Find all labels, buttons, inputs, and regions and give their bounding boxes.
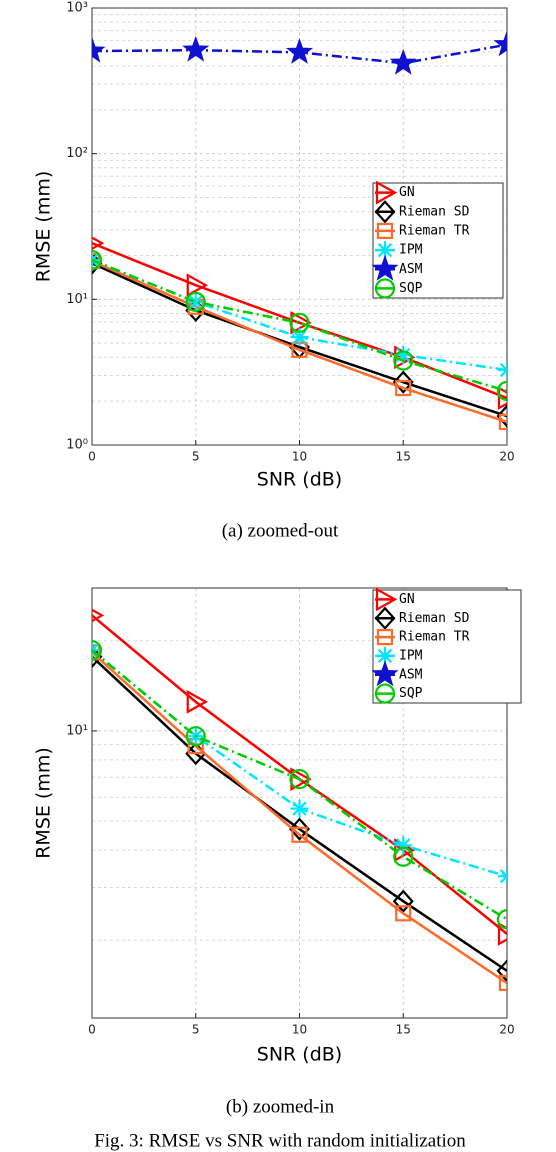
figure-caption: Fig. 3: RMSE vs SNR with random initiali… [94, 1130, 466, 1151]
legend-label: Rieman SD [399, 611, 470, 626]
legend-marker [376, 646, 394, 665]
y-tick-label: 10³ [66, 1, 88, 16]
data-point [498, 974, 507, 992]
legend-label: Rieman TR [399, 630, 470, 645]
legend-label: IPM [399, 243, 423, 258]
x-tick-label: 0 [88, 1023, 96, 1037]
data-point [92, 644, 101, 661]
legend-label: GN [399, 592, 415, 607]
legend-marker [375, 587, 398, 612]
data-point [389, 48, 417, 75]
chart-caption: (a) zoomed-out [222, 520, 339, 541]
data-point [186, 292, 205, 311]
x-tick-label: 10 [292, 450, 307, 464]
data-point [496, 380, 507, 402]
plot-content [92, 30, 507, 431]
legend-label: IPM [399, 648, 423, 663]
series-line [92, 651, 507, 985]
x-tick-label: 0 [88, 450, 96, 464]
legend-marker [376, 222, 394, 240]
data-point [393, 846, 414, 867]
x-axis-label: SNR (dB) [257, 469, 342, 491]
series-line [92, 655, 507, 972]
data-point [394, 345, 413, 364]
series-line [92, 259, 507, 424]
legend-label: GN [399, 185, 415, 200]
data-point [290, 328, 309, 347]
x-tick-label: 5 [192, 1023, 200, 1037]
y-axis-label: RMSE (mm) [33, 171, 55, 283]
data-point [497, 922, 507, 946]
series-line [92, 649, 507, 921]
data-point [498, 361, 507, 380]
data-point [289, 312, 310, 333]
x-tick-label: 10 [292, 1023, 307, 1037]
legend-box [372, 589, 522, 704]
y-axis-label: RMSE (mm) [33, 747, 55, 859]
data-point [393, 350, 414, 371]
plot-content [92, 608, 507, 992]
data-point [496, 959, 507, 983]
x-tick-label: 15 [396, 450, 411, 464]
data-point [498, 867, 507, 886]
legend-marker [371, 254, 399, 281]
legend-marker [374, 200, 396, 224]
legend-marker [376, 628, 394, 646]
data-point [496, 909, 507, 930]
legend-marker [376, 241, 394, 260]
data-point [392, 889, 414, 913]
data-point [92, 608, 105, 623]
legend-label: ASM [399, 262, 423, 277]
data-point [186, 690, 209, 714]
data-point [182, 35, 210, 62]
data-point [185, 291, 206, 313]
legend-marker [371, 660, 399, 687]
legend-box [372, 182, 504, 299]
data-point [291, 826, 308, 843]
y-tick-label: 10¹ [66, 292, 88, 307]
x-tick-label: 20 [499, 1023, 514, 1037]
data-point [290, 799, 309, 818]
data-point [285, 38, 314, 64]
data-point [289, 769, 310, 790]
legend-marker [374, 278, 396, 299]
legend-marker [374, 683, 396, 704]
data-point [395, 379, 412, 397]
data-point [497, 386, 507, 410]
y-tick-label: 10¹ [66, 723, 88, 738]
legend-label: ASM [399, 667, 423, 682]
y-tick-label: 10² [66, 146, 88, 161]
axes-frame [91, 7, 508, 446]
legend-label: SQP [399, 281, 423, 296]
x-axis-label: SNR (dB) [257, 1044, 342, 1066]
data-point [289, 817, 310, 841]
data-point [92, 640, 103, 661]
data-point [92, 36, 106, 63]
axes-frame [91, 587, 508, 1019]
data-point [185, 726, 206, 747]
x-tick-label: 15 [396, 1023, 411, 1037]
legend-marker [375, 180, 398, 205]
data-point [496, 404, 507, 428]
data-point [92, 249, 103, 271]
data-point [498, 413, 507, 431]
series-line [92, 258, 507, 393]
legend-label: SQP [399, 686, 423, 701]
chart-caption: (b) zoomed-in [226, 1096, 335, 1117]
data-point [186, 273, 209, 298]
y-tick-label: 10⁰ [66, 438, 88, 453]
legend-label: Rieman SD [399, 204, 470, 219]
data-point [493, 30, 507, 57]
x-tick-label: 20 [499, 450, 514, 464]
data-point [92, 236, 105, 250]
legend-marker [374, 606, 396, 630]
data-point [394, 836, 413, 855]
legend-label: Rieman TR [399, 223, 470, 238]
x-tick-label: 5 [192, 450, 200, 464]
data-point [392, 370, 414, 394]
data-point [395, 905, 412, 922]
series-line [92, 262, 507, 418]
